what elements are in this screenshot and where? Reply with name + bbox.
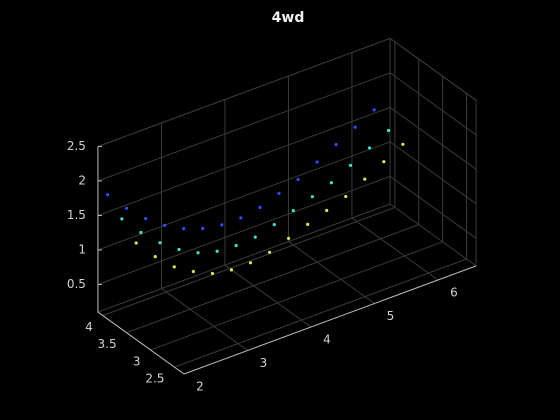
grid-line bbox=[150, 241, 443, 351]
point bbox=[215, 249, 219, 253]
grid-line bbox=[161, 288, 248, 351]
point bbox=[310, 195, 314, 199]
grid-line bbox=[351, 217, 439, 281]
box-edge bbox=[97, 203, 391, 313]
point bbox=[182, 227, 186, 231]
point bbox=[158, 241, 162, 245]
point bbox=[105, 193, 110, 197]
z-tick-label: 2 bbox=[78, 173, 86, 187]
z-tick-label: 1.5 bbox=[67, 208, 86, 222]
point bbox=[139, 230, 143, 235]
grid-line bbox=[97, 72, 391, 182]
y-tick-label: 2.5 bbox=[145, 372, 164, 386]
x-tick-label: 4 bbox=[323, 333, 331, 347]
grid-line bbox=[288, 241, 375, 304]
point bbox=[144, 217, 148, 221]
grid-line bbox=[389, 141, 477, 205]
point bbox=[177, 247, 181, 252]
grid-line bbox=[97, 37, 391, 147]
point bbox=[210, 271, 214, 276]
z-tick-label: 0.5 bbox=[67, 277, 86, 291]
y-tick-label: 3 bbox=[133, 354, 141, 368]
point bbox=[172, 265, 176, 269]
x-tick-label: 2 bbox=[196, 380, 204, 394]
grid-line bbox=[97, 141, 391, 251]
point bbox=[353, 125, 357, 129]
chart-title: 4wd bbox=[272, 10, 305, 26]
box-edge bbox=[389, 203, 477, 267]
point bbox=[234, 243, 238, 248]
point bbox=[120, 217, 124, 221]
point bbox=[329, 181, 334, 185]
point bbox=[386, 128, 391, 133]
y-axis bbox=[97, 311, 185, 375]
point bbox=[196, 251, 200, 255]
point bbox=[291, 209, 295, 213]
point bbox=[248, 261, 253, 265]
y-tick-label: 3.5 bbox=[98, 337, 117, 351]
point bbox=[163, 223, 167, 227]
point bbox=[315, 160, 319, 164]
point bbox=[277, 191, 281, 196]
point bbox=[367, 146, 372, 150]
grid-line bbox=[102, 206, 396, 316]
grid-line bbox=[97, 175, 391, 285]
point bbox=[124, 206, 129, 211]
grid-line bbox=[389, 175, 477, 239]
point bbox=[153, 255, 157, 259]
grid-line bbox=[389, 106, 477, 170]
point bbox=[134, 241, 138, 245]
point bbox=[220, 223, 224, 227]
grid-line bbox=[174, 258, 467, 368]
point bbox=[296, 177, 300, 182]
point bbox=[401, 142, 405, 146]
x-tick-label: 3 bbox=[260, 356, 268, 370]
point bbox=[191, 269, 195, 274]
grid-line bbox=[389, 72, 477, 136]
point bbox=[382, 160, 386, 164]
point bbox=[258, 205, 262, 209]
point bbox=[348, 163, 353, 167]
point bbox=[229, 268, 234, 272]
point bbox=[272, 222, 276, 227]
point bbox=[287, 236, 291, 240]
point bbox=[325, 208, 329, 213]
point bbox=[344, 194, 348, 199]
point bbox=[372, 108, 376, 112]
grid-line bbox=[97, 106, 391, 216]
point bbox=[239, 216, 243, 220]
x-tick-label: 6 bbox=[450, 286, 458, 300]
y-tick-label: 4 bbox=[85, 320, 93, 334]
point bbox=[201, 226, 205, 231]
point bbox=[253, 235, 257, 239]
point bbox=[306, 222, 310, 226]
grid-line bbox=[224, 264, 312, 328]
x-tick-label: 5 bbox=[387, 309, 395, 323]
grid-line bbox=[389, 37, 477, 101]
x-axis bbox=[183, 265, 477, 375]
z-tick-label: 2.5 bbox=[67, 139, 86, 153]
grid-line bbox=[126, 224, 419, 334]
point bbox=[267, 250, 272, 254]
point bbox=[334, 143, 338, 147]
point bbox=[363, 177, 367, 181]
z-tick-label: 1 bbox=[78, 242, 86, 256]
